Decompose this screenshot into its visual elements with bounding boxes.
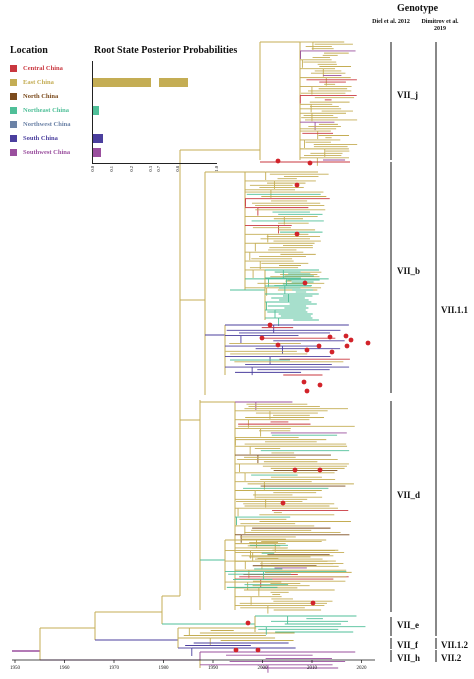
year-tick-label: 1980 [158, 666, 169, 671]
clade-label-vii-e: VII_e [397, 620, 419, 630]
clade-label-vii-1-2: VII.1.2 [441, 640, 469, 650]
highlight-node [327, 334, 333, 340]
probability-bar [93, 106, 99, 115]
legend-label: Northwest China [23, 120, 71, 128]
legend-item: Central China [10, 63, 63, 73]
clade-label-vii-2: VII.2 [441, 653, 462, 663]
legend-item: Northeast China [10, 105, 69, 115]
year-tick-label: 1970 [109, 666, 119, 671]
legend-swatch [10, 64, 17, 72]
legend-item: Southwest China [10, 147, 70, 157]
legend-label: Southwest China [23, 148, 71, 156]
highlight-node [259, 335, 265, 341]
clade-label-vii-1-1: VII.1.1 [441, 305, 469, 315]
legend-swatch [10, 134, 17, 142]
legend-swatch [10, 148, 17, 156]
year-tick-label: 2010 [307, 666, 317, 671]
probability-axis-line [93, 163, 217, 164]
legend-item: South China [10, 133, 58, 143]
legend-label: North China [23, 92, 59, 100]
year-tick-label: 1950 [10, 666, 20, 671]
highlight-node [348, 337, 354, 343]
probability-tick-label: 0.8 [175, 166, 181, 172]
highlight-node [365, 340, 371, 346]
highlight-node [343, 333, 349, 339]
probability-tick-label: 0.0 [90, 166, 95, 172]
year-tick-label: 1990 [208, 666, 218, 671]
legend-item: Northwest China [10, 119, 71, 129]
highlight-node [301, 379, 307, 385]
probability-tick-label: 1.0 [214, 166, 219, 172]
location-legend-title: Location [10, 45, 48, 56]
probability-bar [93, 78, 151, 87]
highlight-node [275, 342, 281, 348]
highlight-node [292, 467, 298, 473]
highlight-node [344, 343, 350, 349]
legend-item: North China [10, 91, 58, 101]
probability-tick-label: 0.3 [148, 166, 153, 172]
highlight-node [307, 160, 313, 166]
highlight-node [245, 620, 251, 626]
highlight-node [317, 467, 323, 473]
clade-label-vii-h: VII_h [397, 653, 421, 663]
highlight-node [294, 182, 300, 188]
legend-swatch [10, 120, 17, 128]
highlight-node [304, 347, 310, 353]
dimitrov-column-header: Dimitrov et al. 2019 [421, 19, 459, 32]
probability-axis-vertical [92, 61, 93, 164]
probability-bar [93, 148, 101, 157]
highlight-node [310, 600, 316, 606]
legend-swatch [10, 106, 17, 114]
clade-label-vii-j: VII_j [397, 90, 419, 100]
highlight-node [294, 231, 300, 237]
legend-label: East China [23, 78, 54, 86]
highlight-node [304, 388, 310, 394]
legend-swatch [10, 78, 17, 86]
probability-bar-continued [159, 78, 188, 87]
highlight-node [317, 382, 323, 388]
year-tick-label: 2000 [257, 666, 268, 671]
legend-label: South China [23, 134, 58, 142]
highlight-node [275, 158, 281, 164]
year-tick-label: 2020 [356, 666, 367, 671]
genotype-header: Genotype [397, 3, 439, 14]
highlight-node [255, 647, 261, 653]
highlight-node [329, 349, 335, 355]
probability-tick-label: 0.2 [128, 166, 134, 172]
clade-label-vii-d: VII_d [397, 490, 421, 500]
year-tick-label: 1960 [59, 666, 70, 671]
highlight-node [316, 343, 322, 349]
highlight-node [302, 280, 308, 286]
legend-item: East China [10, 77, 54, 87]
probability-bar [93, 134, 103, 143]
probability-title: Root State Posterior Probabilities [94, 45, 238, 56]
probability-tick-label: 0.1 [109, 166, 115, 172]
highlight-node [280, 500, 286, 506]
clade-label-vii-b: VII_b [397, 266, 421, 276]
highlight-node [233, 647, 239, 653]
diel-column-header: Diel et al. 2012 [372, 19, 410, 25]
highlight-node [267, 322, 273, 328]
legend-swatch [10, 92, 17, 100]
legend-label: Central China [23, 64, 63, 72]
legend-label: Northeast China [23, 106, 70, 114]
clade-label-vii-f: VII_f [397, 640, 419, 650]
probability-tick-label: 0.7 [156, 166, 161, 172]
